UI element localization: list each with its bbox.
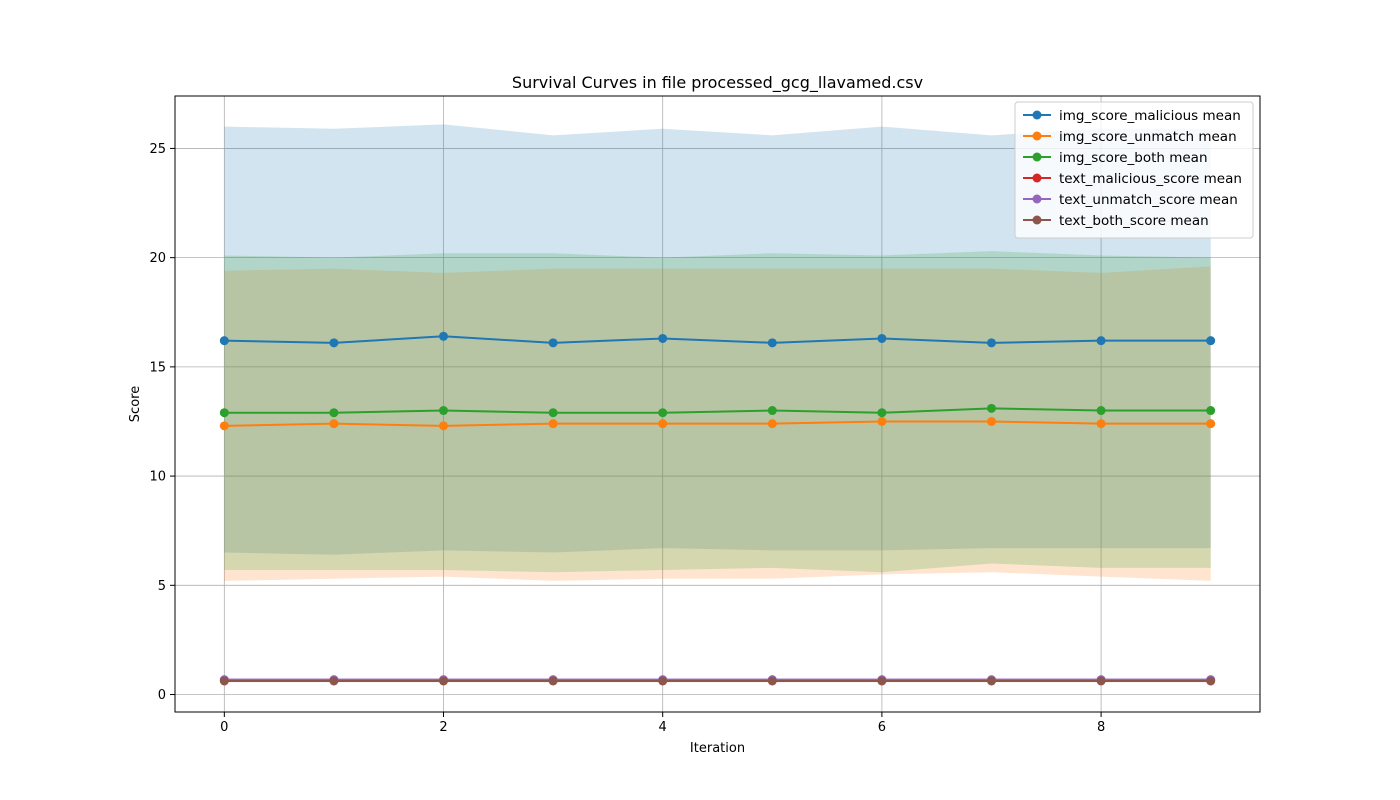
y-tick-label: 10 — [149, 470, 166, 485]
data-point — [1096, 406, 1106, 416]
std-band-0 — [224, 124, 1211, 555]
data-point — [658, 333, 668, 343]
data-point — [767, 419, 777, 429]
legend: img_score_malicious mean img_score_unmatc… — [1014, 101, 1254, 239]
legend-marker — [1032, 110, 1042, 120]
data-point — [548, 419, 558, 429]
data-point — [658, 419, 668, 429]
y-tick-label: 15 — [149, 360, 166, 375]
data-point — [877, 333, 887, 343]
y-axis-ticks: 0 5 10 15 20 25 — [149, 142, 175, 703]
legend-marker — [1032, 215, 1042, 225]
legend-label: text_malicious_score mean — [1059, 171, 1242, 187]
y-tick-label: 0 — [158, 688, 166, 703]
plot-frame — [174, 95, 1261, 713]
data-point — [658, 676, 668, 686]
data-point — [548, 338, 558, 348]
legend-marker — [1032, 173, 1042, 183]
data-point — [329, 408, 339, 418]
data-point — [1206, 406, 1216, 416]
x-tick-label: 4 — [659, 720, 667, 735]
data-point — [548, 408, 558, 418]
data-point — [1206, 676, 1216, 686]
legend-label: img_score_unmatch mean — [1059, 129, 1237, 145]
data-point — [439, 421, 449, 431]
x-tick-label: 2 — [439, 720, 447, 735]
data-point — [986, 416, 996, 426]
data-point — [986, 338, 996, 348]
y-tick-label: 20 — [149, 251, 166, 266]
data-point — [1096, 336, 1106, 346]
chart-title: Survival Curves in file processed_gcg_ll… — [512, 73, 923, 93]
data-point — [767, 338, 777, 348]
data-point — [329, 419, 339, 429]
data-point — [658, 408, 668, 418]
data-point — [219, 408, 229, 418]
data-point — [877, 416, 887, 426]
series-line-2 — [224, 407, 1211, 414]
legend-marker — [1032, 131, 1042, 141]
data-point — [877, 408, 887, 418]
data-point — [1096, 419, 1106, 429]
legend-marker — [1032, 194, 1042, 204]
data-point — [219, 336, 229, 346]
x-tick-label: 0 — [220, 720, 228, 735]
x-tick-label: 8 — [1097, 720, 1105, 735]
x-axis-ticks: 0 2 4 6 8 — [220, 712, 1105, 735]
legend-marker — [1032, 152, 1042, 162]
data-point — [219, 676, 229, 686]
y-tick-label: 5 — [158, 579, 166, 594]
y-tick-label: 25 — [149, 142, 166, 157]
y-axis-label: Score — [128, 386, 143, 422]
data-point — [1206, 336, 1216, 346]
series-line-0 — [224, 335, 1211, 344]
data-point — [439, 406, 449, 416]
legend-label: text_both_score mean — [1059, 213, 1209, 229]
data-point — [986, 403, 996, 413]
series-line-1 — [224, 420, 1211, 427]
x-tick-label: 6 — [878, 720, 886, 735]
series-points — [219, 331, 1216, 686]
data-point — [548, 676, 558, 686]
data-point — [767, 406, 777, 416]
data-point — [767, 676, 777, 686]
series-lines — [224, 335, 1211, 682]
data-point — [1096, 676, 1106, 686]
plot-area — [174, 95, 1261, 713]
legend-label: text_unmatch_score mean — [1059, 192, 1238, 208]
data-point — [329, 338, 339, 348]
legend-label: img_score_malicious mean — [1059, 108, 1241, 124]
data-point — [439, 676, 449, 686]
data-point — [877, 676, 887, 686]
data-point — [219, 421, 229, 431]
legend-label: img_score_both mean — [1059, 150, 1208, 166]
legend-box — [1014, 101, 1254, 239]
data-point — [439, 331, 449, 341]
data-point — [986, 676, 996, 686]
x-axis-label: Iteration — [690, 741, 745, 756]
data-point — [1206, 419, 1216, 429]
data-point — [329, 676, 339, 686]
